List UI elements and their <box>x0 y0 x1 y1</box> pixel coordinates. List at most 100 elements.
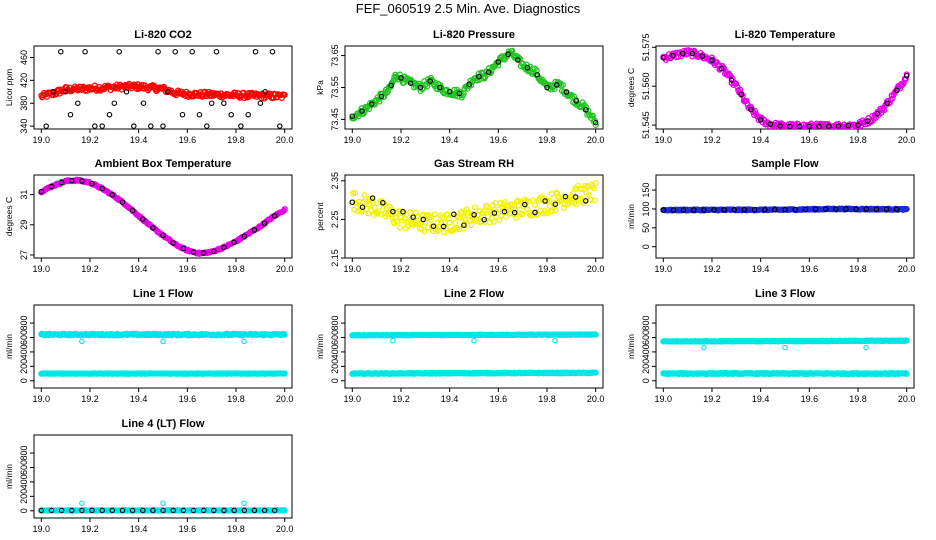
series-line-2-10-s- <box>349 369 599 378</box>
x-tick-label: 20.0 <box>276 135 294 145</box>
data-point <box>196 111 203 118</box>
data-point <box>160 507 166 514</box>
data-point <box>129 507 136 514</box>
data-point <box>721 207 727 213</box>
data-point <box>376 203 383 210</box>
data-point <box>711 207 717 213</box>
data-point <box>733 80 740 87</box>
x-tick-label: 19.0 <box>655 135 673 145</box>
x-tick-label: 19.0 <box>344 394 362 404</box>
data-point <box>511 209 518 216</box>
y-tick-label: 2.35 <box>330 172 340 190</box>
series-rh-2-5-min-ave- <box>349 193 589 230</box>
data-point <box>119 507 126 514</box>
plot-area <box>349 331 599 378</box>
data-point <box>691 207 697 213</box>
y-tick-label: 600 <box>19 460 29 475</box>
y-axis-label: percent <box>315 202 325 231</box>
data-point <box>894 87 900 94</box>
data-point <box>238 123 244 129</box>
x-tick-label: 19.2 <box>81 264 99 274</box>
data-point <box>452 219 459 227</box>
x-tick-label: 19.4 <box>130 394 148 404</box>
data-point <box>376 98 383 105</box>
x-tick-label: 19.6 <box>179 135 197 145</box>
chart-title: Li-820 Temperature <box>735 29 836 41</box>
data-point <box>349 199 356 205</box>
data-point <box>123 89 130 95</box>
plot-area <box>38 48 288 129</box>
x-tick-label: 19.0 <box>655 264 673 274</box>
data-point <box>826 123 832 129</box>
x-tick-label: 19.4 <box>752 264 770 274</box>
data-point <box>822 206 829 212</box>
y-tick-label: 2.25 <box>330 211 340 229</box>
x-tick-label: 19.2 <box>392 264 410 274</box>
data-point <box>281 91 288 98</box>
data-point <box>380 200 386 206</box>
data-point <box>271 507 278 514</box>
data-point <box>587 196 595 203</box>
data-point <box>582 198 589 204</box>
data-point <box>435 227 442 234</box>
x-tick-label: 19.8 <box>849 135 867 145</box>
data-point <box>853 206 859 212</box>
data-point <box>796 123 803 129</box>
data-point <box>889 95 896 102</box>
chart-panel-p3: Li-820 Temperature 19.0 19.2 19.4 19.6 19.8 20… <box>626 29 915 145</box>
data-point <box>150 225 156 231</box>
y-tick-label: 380 <box>19 96 29 111</box>
plot-frame <box>33 45 293 130</box>
data-point <box>446 219 453 226</box>
chart-panel-p4: Ambient Box Temperature 19.0 19.2 19.4 19.6 1… <box>4 158 293 274</box>
chart-title: Gas Stream RH <box>434 158 514 170</box>
data-point <box>190 249 197 255</box>
data-point <box>699 53 705 59</box>
data-point <box>89 507 95 514</box>
data-point <box>456 90 463 97</box>
chart-panel-p9: Line 3 Flow 19.0 19.2 19.4 19.6 19.8 20.0 0 2004… <box>626 288 915 404</box>
data-point <box>241 338 247 345</box>
x-tick-label: 19.6 <box>801 135 819 145</box>
y-tick-label: 51.575 <box>641 34 651 62</box>
data-point <box>228 111 234 118</box>
data-point <box>407 80 414 86</box>
data-point <box>50 89 57 95</box>
data-point <box>757 117 764 123</box>
data-point <box>552 201 559 207</box>
x-tick-label: 19.8 <box>538 135 556 145</box>
data-point <box>92 123 98 129</box>
data-point <box>241 507 248 514</box>
data-point <box>89 180 95 187</box>
y-tick-label: 0 <box>19 508 29 513</box>
data-point <box>660 54 667 61</box>
y-tick-label: 73.45 <box>330 108 340 131</box>
data-point <box>552 337 558 344</box>
x-tick-label: 20.0 <box>276 394 294 404</box>
data-point <box>903 73 910 79</box>
x-tick-label: 20.0 <box>587 394 605 404</box>
data-point <box>731 207 738 213</box>
data-point <box>99 123 105 129</box>
data-point <box>592 331 599 338</box>
series-rh-10-s- <box>349 179 599 236</box>
data-point <box>69 507 75 514</box>
data-point <box>189 48 195 55</box>
plot-frame <box>344 174 604 259</box>
data-point <box>833 206 839 212</box>
series-temperature-10-s- <box>660 47 910 129</box>
y-tick-label: 2.15 <box>330 249 340 267</box>
chart-title: Line 2 Flow <box>444 288 504 300</box>
x-tick-label: 19.4 <box>441 135 459 145</box>
data-point <box>903 337 910 344</box>
data-point <box>524 64 531 71</box>
y-tick-label: 420 <box>19 73 29 88</box>
data-point <box>845 122 852 129</box>
y-tick-label: 150 <box>641 183 651 198</box>
data-point <box>490 218 497 225</box>
data-point <box>119 199 126 205</box>
data-point <box>476 73 482 80</box>
data-point <box>257 100 264 106</box>
data-point <box>62 89 69 95</box>
data-point <box>352 199 360 206</box>
